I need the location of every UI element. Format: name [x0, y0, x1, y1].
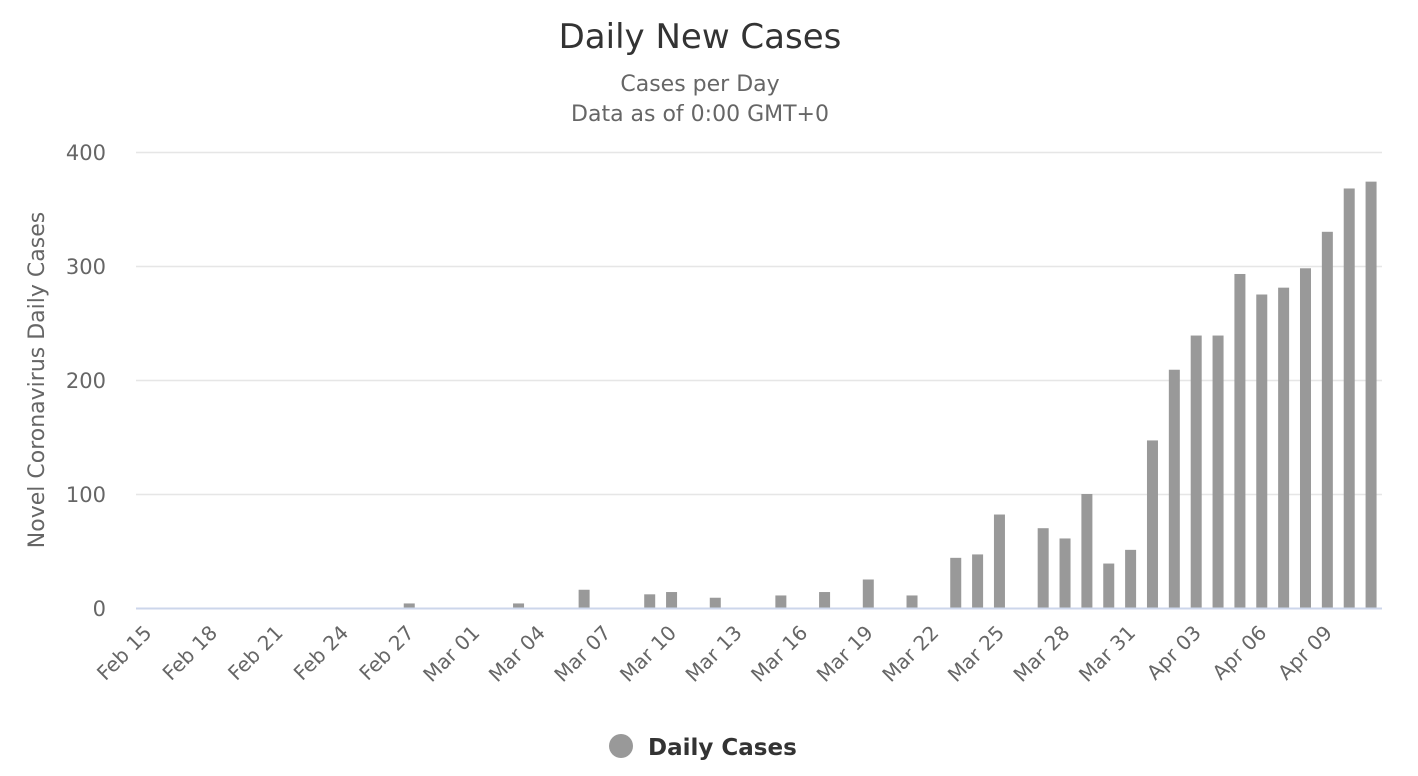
bar-mar-19[interactable]	[862, 579, 874, 609]
y-tick-label: 100	[66, 483, 106, 507]
x-tick-label: Mar 28	[1008, 621, 1074, 687]
x-tick-label: Feb 24	[289, 621, 354, 686]
bar-mar-29[interactable]	[1081, 494, 1093, 608]
bar-mar-23[interactable]	[950, 557, 962, 608]
x-tick-label: Apr 09	[1273, 621, 1337, 685]
bar-apr-11[interactable]	[1365, 181, 1377, 608]
bar-mar-21[interactable]	[906, 595, 918, 608]
chart-title: Daily New Cases	[559, 17, 842, 57]
y-tick-label: 300	[66, 255, 106, 279]
y-tick-label: 0	[93, 597, 106, 621]
y-tick-label: 200	[66, 369, 106, 393]
x-tick-label: Mar 19	[812, 621, 878, 687]
bar-mar-30[interactable]	[1103, 563, 1115, 608]
bar-apr-09[interactable]	[1321, 231, 1333, 609]
y-tick-label: 400	[66, 141, 106, 165]
bar-apr-03[interactable]	[1190, 335, 1202, 608]
bar-apr-02[interactable]	[1168, 369, 1180, 608]
x-tick-label: Mar 04	[484, 621, 550, 687]
bar-apr-06[interactable]	[1256, 294, 1268, 609]
x-tick-label: Mar 07	[549, 621, 615, 687]
y-axis-label: Novel Coronavirus Daily Cases	[25, 212, 50, 548]
x-tick-label: Apr 06	[1207, 621, 1271, 685]
bar-apr-01[interactable]	[1146, 440, 1158, 608]
x-tick-label: Apr 03	[1142, 621, 1206, 685]
x-tick-label: Feb 18	[158, 621, 223, 686]
legend-marker-icon	[609, 734, 633, 758]
x-tick-label: Mar 01	[418, 621, 484, 687]
bar-mar-24[interactable]	[972, 554, 984, 608]
x-tick-label: Feb 21	[223, 621, 288, 686]
bar-feb-27[interactable]	[403, 603, 415, 608]
x-tick-label: Feb 27	[354, 621, 419, 686]
chart-subtitle-2: Data as of 0:00 GMT+0	[571, 102, 829, 127]
bar-apr-08[interactable]	[1299, 268, 1311, 608]
bar-apr-05[interactable]	[1234, 273, 1246, 608]
bar-mar-06[interactable]	[578, 589, 590, 608]
bar-mar-31[interactable]	[1125, 549, 1137, 608]
x-tick-label: Mar 16	[746, 621, 812, 687]
bar-mar-27[interactable]	[1037, 528, 1049, 608]
x-tick-label: Mar 31	[1074, 621, 1140, 687]
bar-apr-10[interactable]	[1343, 188, 1355, 609]
x-tick-label: Mar 13	[681, 621, 747, 687]
legend-item-daily-cases[interactable]: Daily Cases	[609, 734, 797, 761]
bar-apr-07[interactable]	[1278, 287, 1290, 608]
x-tick-label: Mar 25	[943, 621, 1009, 687]
bar-mar-10[interactable]	[666, 592, 678, 608]
bar-mar-09[interactable]	[644, 594, 656, 608]
bar-mar-12[interactable]	[709, 597, 721, 608]
x-tick-label: Mar 22	[877, 621, 943, 687]
bar-apr-04[interactable]	[1212, 335, 1224, 608]
x-tick-label: Mar 10	[615, 621, 681, 687]
chart-subtitle-1: Cases per Day	[620, 72, 779, 97]
x-tick-label: Feb 15	[92, 621, 157, 686]
bar-mar-28[interactable]	[1059, 538, 1071, 608]
legend-label: Daily Cases	[648, 735, 797, 761]
bar-mar-15[interactable]	[775, 595, 787, 608]
bar-mar-25[interactable]	[993, 514, 1005, 608]
bar-mar-03[interactable]	[513, 603, 525, 608]
bar-mar-17[interactable]	[819, 592, 831, 608]
